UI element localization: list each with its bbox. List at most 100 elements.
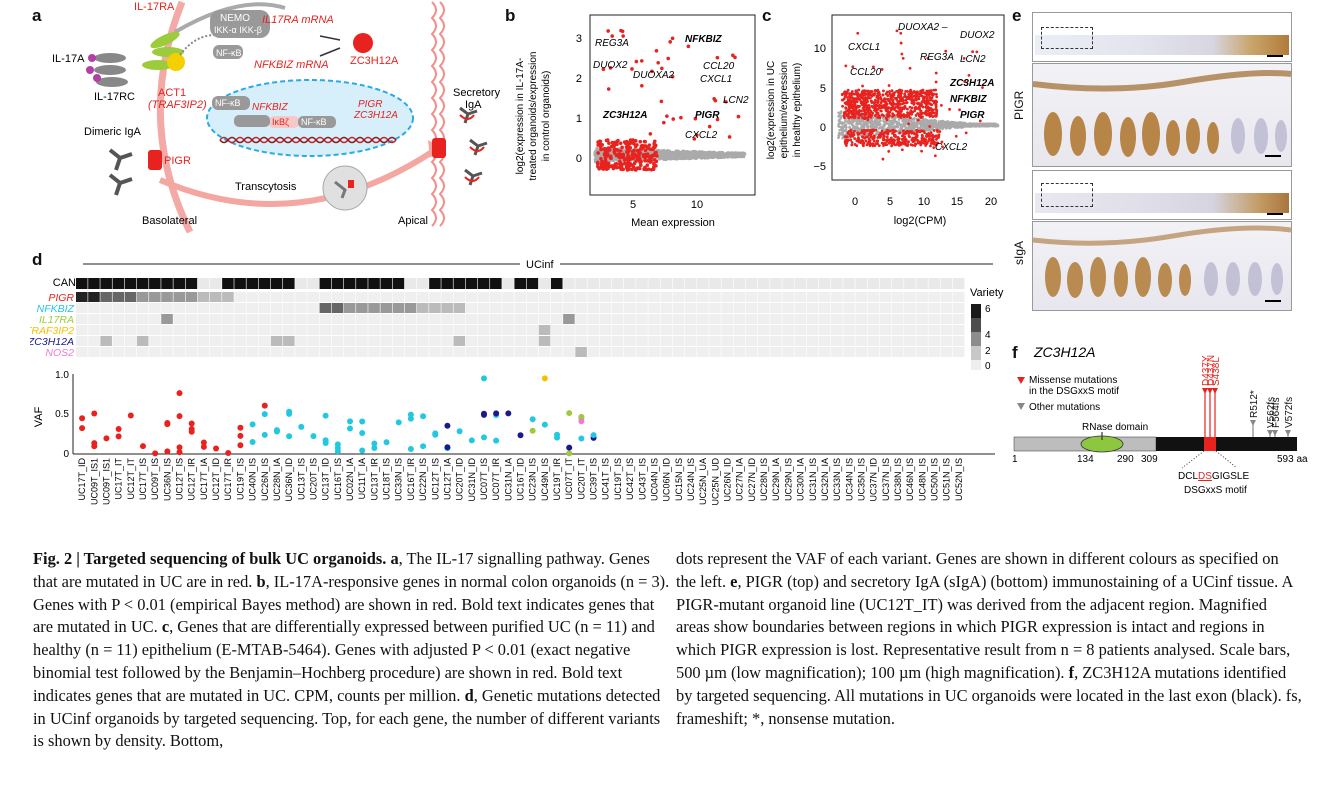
mutation-label: F564fs	[1271, 397, 1282, 428]
svg-text:LCN2: LCN2	[723, 95, 749, 106]
sample-label: UC26N_IS	[260, 458, 270, 501]
svg-text:309: 309	[1141, 454, 1158, 465]
vaf-dot	[480, 434, 487, 441]
vaf-dot	[359, 430, 366, 437]
pigr-gene-label: PIGR	[358, 99, 382, 110]
mutation-label: V562fs	[1266, 397, 1277, 428]
vaf-dot	[298, 423, 305, 430]
secretory-label: Secretory	[453, 87, 500, 99]
vaf-dot	[541, 421, 548, 428]
sample-label: UC38N_IS	[893, 458, 903, 501]
sample-label: UC09T_IS1	[101, 458, 111, 505]
vaf-dot	[188, 428, 195, 435]
vaf-dot	[213, 445, 220, 452]
sample-label: UC07T_IS	[479, 458, 489, 500]
svg-text:0: 0	[576, 153, 582, 165]
panel-a-letter: a	[32, 6, 42, 25]
svg-text:in the DSGxxS motif: in the DSGxxS motif	[1029, 386, 1119, 397]
sample-label: UC17T_IT	[114, 458, 124, 500]
act1-label: ACT1	[158, 87, 186, 99]
vaf-dot	[200, 439, 207, 446]
vaf-axis-label: VAF	[33, 406, 45, 427]
vaf-dot	[383, 439, 390, 446]
sample-label: UC22N_IS	[418, 458, 428, 501]
vaf-dot	[468, 437, 475, 444]
sample-label: UC20T_IT	[576, 458, 586, 500]
sample-label: UC16T_ID	[516, 458, 526, 501]
vaf-dot	[493, 410, 500, 417]
panel-b-letter: b	[505, 6, 516, 25]
svg-text:NFKBIZ: NFKBIZ	[950, 94, 988, 105]
panel-e-letter: e	[1012, 6, 1022, 25]
sample-label: UC09T_IS1	[89, 458, 99, 505]
sample-label: UC31N_ID	[467, 458, 477, 502]
vaf-dot	[115, 433, 122, 440]
vaf-dot	[566, 410, 573, 417]
sample-label: UC11T_IA	[357, 458, 367, 499]
sample-label: UC17T_ID	[77, 458, 87, 501]
sample-label: UC49N_IS	[540, 458, 550, 501]
sample-label: UC02N_IA	[345, 458, 355, 501]
sample-label: UC33N_IS	[832, 458, 842, 501]
svg-text:DUOX2: DUOX2	[593, 60, 628, 71]
sample-label: UC33N_IS	[394, 458, 404, 501]
vaf-dot	[237, 442, 244, 449]
svg-text:2: 2	[985, 346, 991, 357]
svg-text:log2(expression in UC: log2(expression in UC	[766, 61, 777, 159]
sample-label: UC06N_ID	[662, 458, 672, 502]
sample-label: UC17T_IA	[199, 458, 209, 500]
svg-text:5: 5	[820, 83, 826, 95]
panel-e-siga-label: sIgA	[1012, 240, 1026, 265]
vaf-dot	[493, 437, 500, 444]
variety-colorbar	[971, 304, 981, 370]
zc3h12a-gene-label: ZC3H12A	[353, 110, 398, 121]
vaf-dot	[529, 416, 536, 423]
il17rc-label: IL-17RC	[94, 91, 135, 103]
sample-label: UC07T_IT	[564, 458, 574, 500]
ikbz-label: IκBζ	[272, 117, 289, 127]
vaf-dot	[359, 418, 366, 425]
sample-label: UC31N_IS	[808, 458, 818, 501]
transcytosis-label: Transcytosis	[235, 181, 297, 193]
svg-text:epithelium/expression: epithelium/expression	[779, 62, 790, 159]
vaf-dot	[286, 433, 293, 440]
mutation-label: S438L	[1211, 357, 1222, 386]
sample-label: UC30N_IA	[796, 458, 806, 501]
svg-text:CCL20: CCL20	[850, 67, 882, 78]
il17ra-label: IL-17RA	[134, 1, 175, 13]
can-label: CAN	[53, 277, 76, 289]
sample-label: UC04N_IS	[649, 458, 659, 501]
sample-label: UC12T_IS	[430, 458, 440, 500]
panel-e-pigr-label: PIGR	[1012, 90, 1026, 120]
vaf-dot	[371, 440, 378, 447]
vaf-dot	[79, 425, 86, 432]
vaf-dot	[261, 402, 268, 409]
sample-label: UC42T_IS	[625, 458, 635, 500]
sample-label: UC52N_IS	[954, 458, 964, 501]
vaf-dot	[273, 427, 280, 434]
vaf-dot	[322, 440, 329, 447]
legend-missense: Missense mutations	[1029, 375, 1117, 386]
vaf-dot	[176, 390, 183, 397]
sample-label: UC28N_IA	[272, 458, 282, 501]
panel-f-zc3h12a-diagram: ZC3H12A Missense mutations in the DSGxxS…	[1012, 344, 1308, 496]
svg-text:15: 15	[951, 196, 963, 208]
svg-text:593 aa: 593 aa	[1277, 454, 1308, 465]
svg-text:DUOXA2: DUOXA2	[633, 70, 675, 81]
sample-label: UC29N_IS	[783, 458, 793, 501]
vaf-dot	[176, 444, 183, 451]
nfkbiz-mrna-label: NFKBIZ mRNA	[254, 59, 329, 71]
vaf-dot	[176, 413, 183, 420]
svg-text:log2(expression in IL-17A-: log2(expression in IL-17A-	[515, 58, 526, 175]
vaf-dot	[237, 424, 244, 431]
svg-text:10: 10	[814, 43, 826, 55]
panel-c-ma-plot: log2(expression in UC epithelium/express…	[766, 14, 1005, 227]
svg-text:−5: −5	[813, 161, 826, 173]
vaf-dot	[347, 425, 354, 432]
sample-label: UC12T_IR	[187, 458, 197, 501]
vaf-dot	[444, 422, 451, 429]
sample-label: UC13T_IS	[296, 458, 306, 500]
pigr-label: PIGR	[164, 155, 191, 167]
sample-label: UC48N_IS	[917, 458, 927, 501]
sample-label: UC28N_IS	[759, 458, 769, 501]
